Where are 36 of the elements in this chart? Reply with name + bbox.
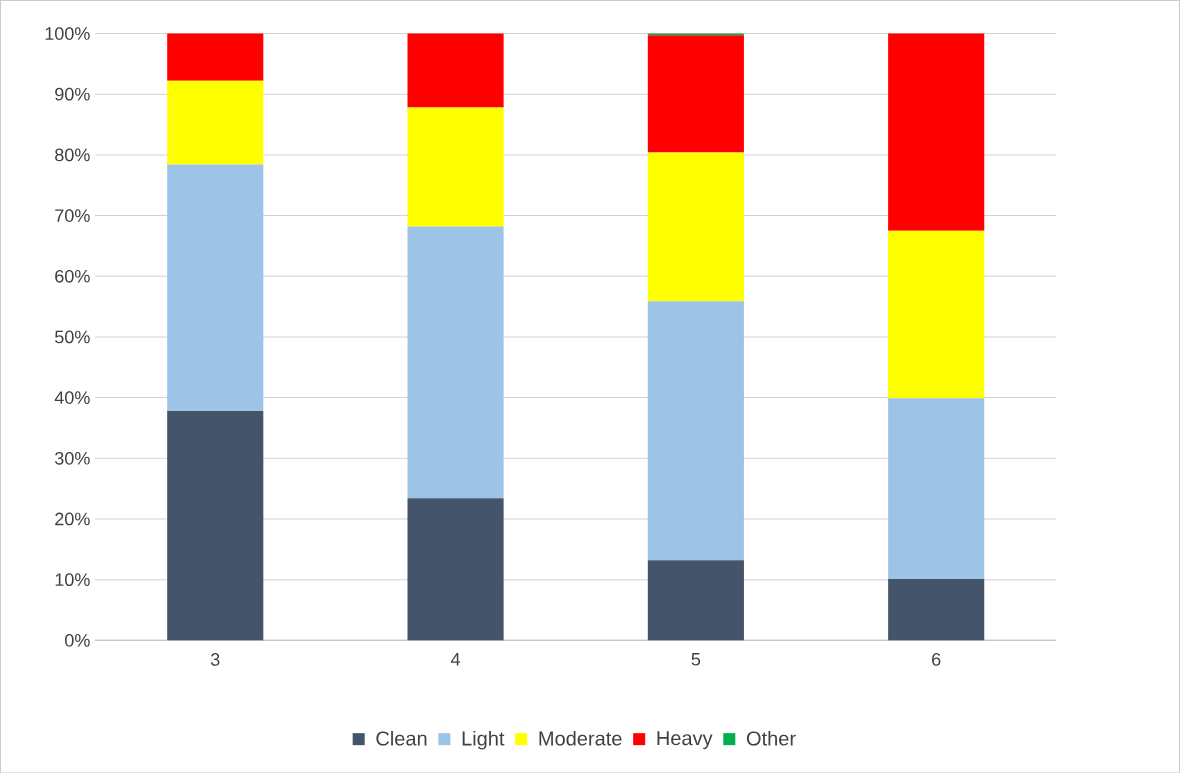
y-tick-label: 0% xyxy=(65,633,90,647)
bar xyxy=(407,498,504,641)
y-tick-label: 90% xyxy=(55,87,90,101)
bar xyxy=(888,397,985,579)
bar xyxy=(407,107,504,227)
y-tick-label: 40% xyxy=(54,391,90,404)
bar xyxy=(407,226,504,499)
legend-label: Other xyxy=(746,730,796,746)
bar xyxy=(647,35,744,153)
legend-label: Clean xyxy=(376,730,427,746)
bar xyxy=(167,80,264,165)
legend-label: Heavy xyxy=(657,731,713,749)
bar xyxy=(167,164,264,411)
legend-label: Moderate xyxy=(539,730,622,746)
bar xyxy=(647,560,744,641)
bar xyxy=(167,410,264,641)
y-tick-label: 50% xyxy=(55,330,90,344)
bar xyxy=(167,33,264,81)
bar xyxy=(647,300,744,560)
y-tick-label: 20% xyxy=(55,512,90,526)
y-tick-label: 60% xyxy=(55,269,90,283)
legend-label: Light xyxy=(462,730,505,750)
y-tick-label: 10% xyxy=(55,573,90,586)
x-tick-label: 5 xyxy=(691,652,701,666)
y-tick-label: 30% xyxy=(55,451,90,465)
bar xyxy=(407,33,504,108)
y-tick-label: 100% xyxy=(45,26,90,40)
x-tick-label: 3 xyxy=(210,652,220,666)
bar xyxy=(647,152,744,301)
bar xyxy=(888,578,985,641)
x-tick-label: 4 xyxy=(450,652,461,666)
bar xyxy=(888,33,985,231)
bar xyxy=(888,230,985,398)
x-tick-label: 6 xyxy=(932,652,941,666)
y-tick-label: 80% xyxy=(55,148,90,162)
y-tick-label: 70% xyxy=(55,208,90,222)
